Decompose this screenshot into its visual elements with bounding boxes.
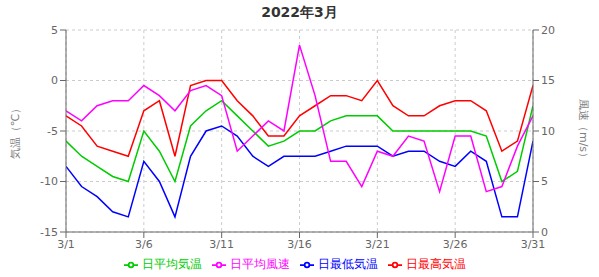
svg-text:3/31: 3/31 xyxy=(521,238,546,251)
svg-text:3/21: 3/21 xyxy=(365,238,390,251)
svg-text:3/6: 3/6 xyxy=(135,238,153,251)
svg-text:0: 0 xyxy=(541,226,548,239)
svg-text:風速（m/s）: 風速（m/s） xyxy=(577,99,590,163)
svg-text:3/16: 3/16 xyxy=(287,238,312,251)
svg-text:-10: -10 xyxy=(40,175,58,188)
svg-text:10: 10 xyxy=(541,125,555,138)
html-text:2022年3月: 2022年3月 xyxy=(261,4,338,20)
html-text:日平均気温: 日平均気温 xyxy=(141,257,202,271)
svg-text:-5: -5 xyxy=(47,125,58,138)
svg-text:15: 15 xyxy=(541,74,555,87)
html-text:日最高気温: 日最高気温 xyxy=(405,257,466,271)
svg-text:3/1: 3/1 xyxy=(57,238,75,251)
svg-text:-15: -15 xyxy=(40,226,58,239)
svg-text:0: 0 xyxy=(51,74,58,87)
svg-text:5: 5 xyxy=(51,24,58,37)
svg-text:20: 20 xyxy=(541,24,555,37)
html-text:日最低気温: 日最低気温 xyxy=(317,257,378,271)
html-text:日平均風速: 日平均風速 xyxy=(229,257,290,271)
svg-text:3/26: 3/26 xyxy=(443,238,468,251)
svg-text:気温（℃）: 気温（℃） xyxy=(9,103,22,159)
svg-text:3/11: 3/11 xyxy=(209,238,234,251)
svg-text:5: 5 xyxy=(541,175,548,188)
